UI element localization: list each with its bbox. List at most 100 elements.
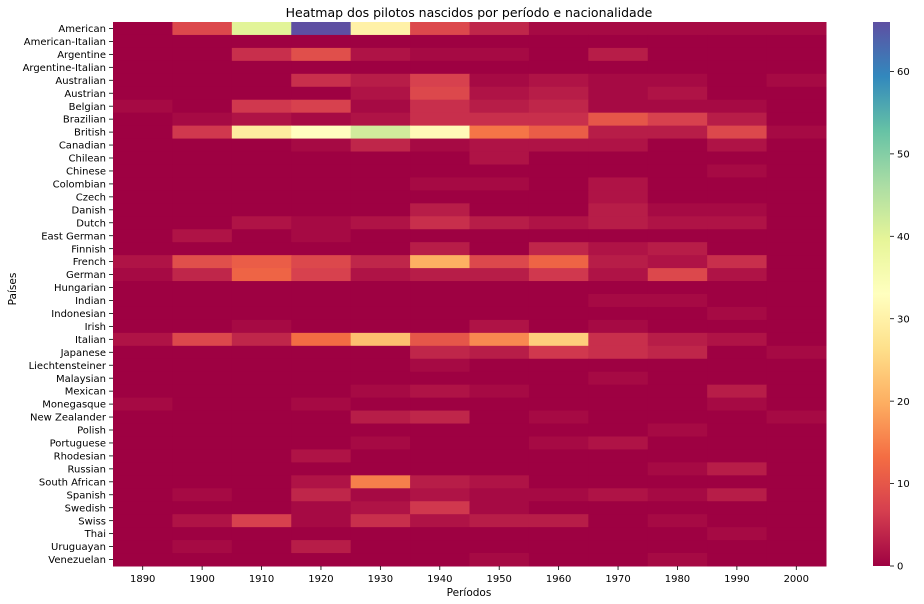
y-tick-label: British	[74, 128, 106, 139]
heatmap-cell-australian-1900	[172, 73, 233, 88]
y-tick-label: Canadian	[59, 141, 106, 152]
y-tick-label: Danish	[72, 205, 107, 216]
heatmap-cell-american-1980	[647, 22, 708, 36]
heatmap-cell-malaysian-2000	[766, 371, 827, 386]
heatmap-cell-thai-1920	[291, 527, 352, 541]
heatmap-cell-uruguayan-1910	[231, 540, 292, 554]
heatmap-cell-italian-1970	[588, 332, 649, 347]
heatmap-cell-dutch-2000	[766, 216, 827, 230]
heatmap-cell-chilean-1960	[528, 151, 589, 165]
heatmap-cell-liechtensteiner-1920	[291, 358, 352, 373]
heatmap-cell-uruguayan-1940	[410, 540, 470, 554]
heatmap-cell-japanese-1930	[350, 345, 411, 360]
heatmap-cell-austrian-1910	[231, 86, 292, 101]
heatmap-cell-canadian-1940	[410, 138, 470, 153]
y-tick-label: East German	[41, 231, 106, 242]
heatmap-cell-indonesian-2000	[766, 306, 827, 321]
heatmap-cell-belgian-1890	[113, 99, 173, 114]
heatmap-cell-swiss-1980	[647, 514, 708, 528]
heatmap-cell-argentine-italian-1960	[528, 60, 589, 75]
heatmap-cell-mexican-1980	[647, 384, 708, 399]
heatmap-cell-australian-1980	[647, 73, 708, 88]
heatmap-cell-dutch-1950	[469, 216, 530, 230]
heatmap-cell-american-italian-1950	[469, 34, 530, 49]
heatmap-cell-finnish-1930	[350, 242, 411, 256]
heatmap-cell-colombian-1920	[291, 177, 352, 191]
heatmap-cell-irish-1910	[231, 319, 292, 334]
heatmap-cell-brazilian-2000	[766, 112, 827, 127]
heatmap-cell-swedish-1960	[528, 501, 589, 515]
heatmap-cell-indonesian-1980	[647, 306, 708, 321]
heatmap-cell-malaysian-1980	[647, 371, 708, 386]
heatmap-cell-austrian-1940	[410, 86, 470, 101]
x-tick-label: 1960	[546, 574, 571, 585]
heatmap-cell-uruguayan-1970	[588, 540, 649, 554]
heatmap-cell-new-zealander-1900	[172, 410, 233, 425]
heatmap-cell-canadian-1990	[707, 138, 768, 153]
heatmap-cell-south-african-1980	[647, 475, 708, 489]
heatmap-cell-uruguayan-1950	[469, 540, 530, 554]
heatmap-cell-brazilian-1890	[113, 112, 173, 127]
heatmap-cell-american-italian-1890	[113, 34, 173, 49]
heatmap-cell-new-zealander-1990	[707, 410, 768, 425]
heatmap-cell-dutch-1910	[231, 216, 292, 230]
heatmap-cell-colombian-1890	[113, 177, 173, 191]
heatmap-cell-danish-1890	[113, 203, 173, 217]
heatmap-cell-monegasque-1940	[410, 397, 470, 412]
heatmap-cell-polish-1910	[231, 423, 292, 437]
heatmap-cell-hungarian-1920	[291, 281, 352, 295]
y-tick-label: Spanish	[67, 490, 107, 501]
heatmap-cell-swiss-1940	[410, 514, 470, 528]
heatmap-cell-australian-1940	[410, 73, 470, 88]
heatmap-cell-spanish-1990	[707, 488, 768, 502]
heatmap-cell-italian-1900	[172, 332, 233, 347]
heatmap-cell-finnish-1910	[231, 242, 292, 256]
y-axis: American American-Italian Argentine Argenti…	[23, 24, 113, 566]
heatmap-cell-austrian-1920	[291, 86, 352, 101]
heatmap-cell-british-1930	[350, 125, 411, 140]
heatmap-cell-austrian-1930	[350, 86, 411, 101]
heatmap-cell-japanese-1970	[588, 345, 649, 360]
heatmap-cell-monegasque-1920	[291, 397, 352, 412]
heatmap-cell-colombian-1910	[231, 177, 292, 191]
y-tick-label: Belgian	[69, 102, 106, 113]
colorbar-tick-label: 50	[897, 149, 910, 160]
heatmap-cell-french-2000	[766, 255, 827, 269]
heatmap-cell-german-1970	[588, 268, 649, 282]
heatmap-cell-american-1960	[528, 22, 589, 36]
heatmap-cell-south-african-1960	[528, 475, 589, 489]
heatmap-cell-belgian-1940	[410, 99, 470, 114]
heatmap-cell-indian-2000	[766, 294, 827, 308]
heatmap-cell-czech-2000	[766, 190, 827, 204]
heatmap-cell-malaysian-1910	[231, 371, 292, 386]
heatmap-cell-russian-1920	[291, 462, 352, 476]
heatmap-cell-british-2000	[766, 125, 827, 140]
heatmap-cell-russian-2000	[766, 462, 827, 476]
heatmap-cell-chinese-1910	[231, 164, 292, 178]
colorbar-tick-label: 10	[897, 479, 910, 490]
y-tick-label: Uruguayan	[51, 542, 106, 553]
heatmap-cell-liechtensteiner-1980	[647, 358, 708, 373]
heatmap-cell-chinese-1900	[172, 164, 233, 178]
heatmap-cell-hungarian-1910	[231, 281, 292, 295]
heatmap-cell-italian-1890	[113, 332, 173, 347]
heatmap-cell-chinese-1960	[528, 164, 589, 178]
heatmap-cell-argentine-1890	[113, 47, 173, 62]
heatmap-cell-malaysian-1990	[707, 371, 768, 386]
heatmap-cell-british-1900	[172, 125, 233, 140]
heatmap-cell-chinese-1990	[707, 164, 768, 178]
heatmap-cell-austrian-1950	[469, 86, 530, 101]
y-tick-label: Brazilian	[63, 115, 106, 126]
heatmap-cell-rhodesian-1940	[410, 449, 470, 463]
colorbar-tick-label: 40	[897, 232, 910, 243]
heatmap-cell-polish-1960	[528, 423, 589, 437]
heatmap-cell-brazilian-1970	[588, 112, 649, 127]
heatmap-cell-mexican-2000	[766, 384, 827, 399]
heatmap-cell-colombian-1940	[410, 177, 470, 191]
heatmap-cell-canadian-1900	[172, 138, 233, 153]
heatmap-cell-russian-1900	[172, 462, 233, 476]
heatmap-cell-indonesian-1910	[231, 306, 292, 321]
heatmap-cell-japanese-1980	[647, 345, 708, 360]
heatmap-cell-hungarian-1960	[528, 281, 589, 295]
heatmap-cell-mexican-1910	[231, 384, 292, 399]
